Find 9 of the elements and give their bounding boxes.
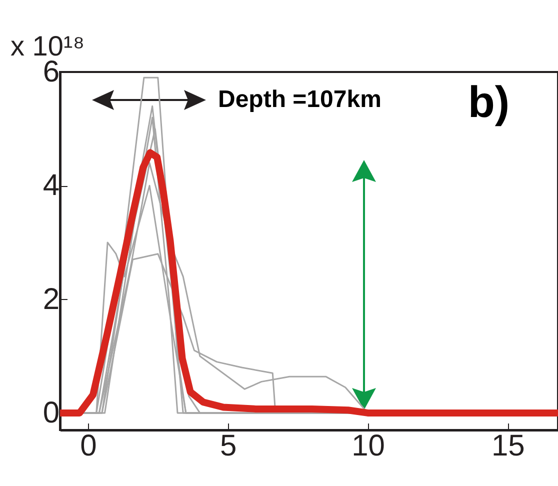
y-tick-label: 4 xyxy=(42,169,60,202)
x-tick-label: 5 xyxy=(220,430,237,462)
x-tick-label: 10 xyxy=(352,430,385,462)
x-tick-label: 15 xyxy=(491,430,525,462)
y-tick-label: 0 xyxy=(42,396,60,430)
y-tick-label: 2 xyxy=(42,282,60,316)
x-tick-label: 0 xyxy=(80,430,97,462)
annotation: b) xyxy=(468,78,510,127)
annotation: Depth =107km xyxy=(218,86,382,113)
